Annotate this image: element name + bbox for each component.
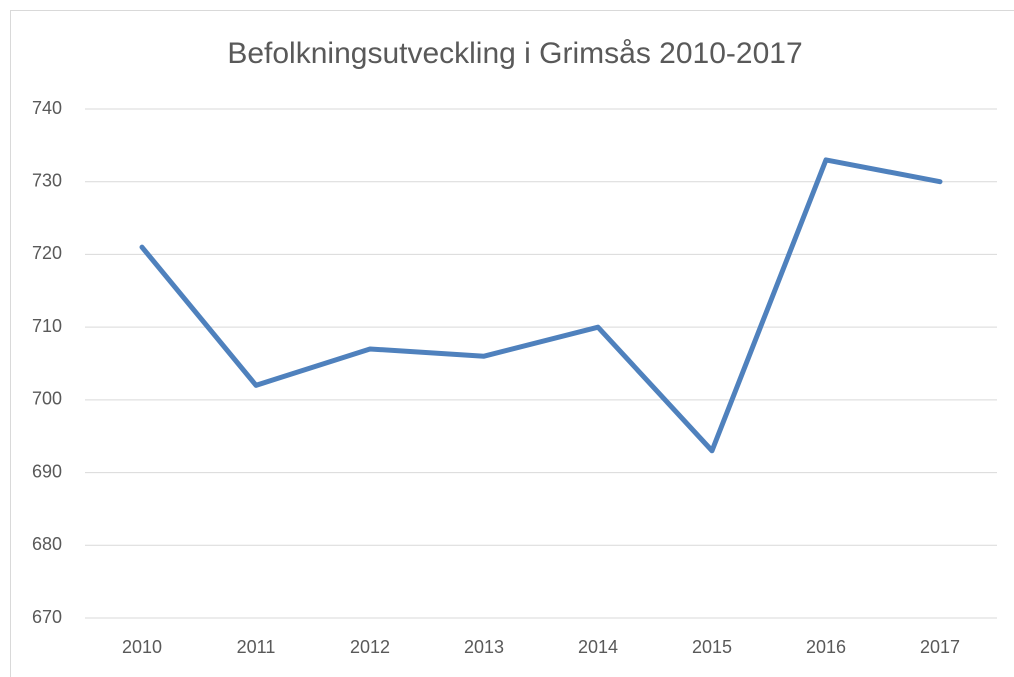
x-tick-label: 2013	[464, 637, 504, 657]
y-tick-label: 700	[32, 389, 62, 409]
x-tick-label: 2011	[237, 637, 276, 657]
x-tick-label: 2014	[578, 637, 618, 657]
y-tick-label: 710	[32, 316, 62, 336]
chart-title: Befolkningsutveckling i Grimsås 2010-201…	[227, 37, 802, 70]
x-tick-label: 2015	[692, 637, 732, 657]
y-tick-label: 740	[32, 98, 62, 118]
y-tick-label: 730	[32, 170, 62, 190]
x-tick-label: 2017	[920, 637, 960, 657]
y-tick-label: 670	[32, 607, 62, 627]
data-line	[139, 157, 943, 454]
chart-frame	[10, 10, 1014, 677]
x-tick-label: 2010	[122, 637, 162, 657]
y-tick-label: 690	[32, 461, 62, 481]
x-tick-label: 2012	[350, 637, 390, 657]
y-tick-label: 680	[32, 534, 62, 554]
x-tick-label: 2016	[806, 637, 846, 657]
y-tick-label: 720	[32, 243, 62, 263]
